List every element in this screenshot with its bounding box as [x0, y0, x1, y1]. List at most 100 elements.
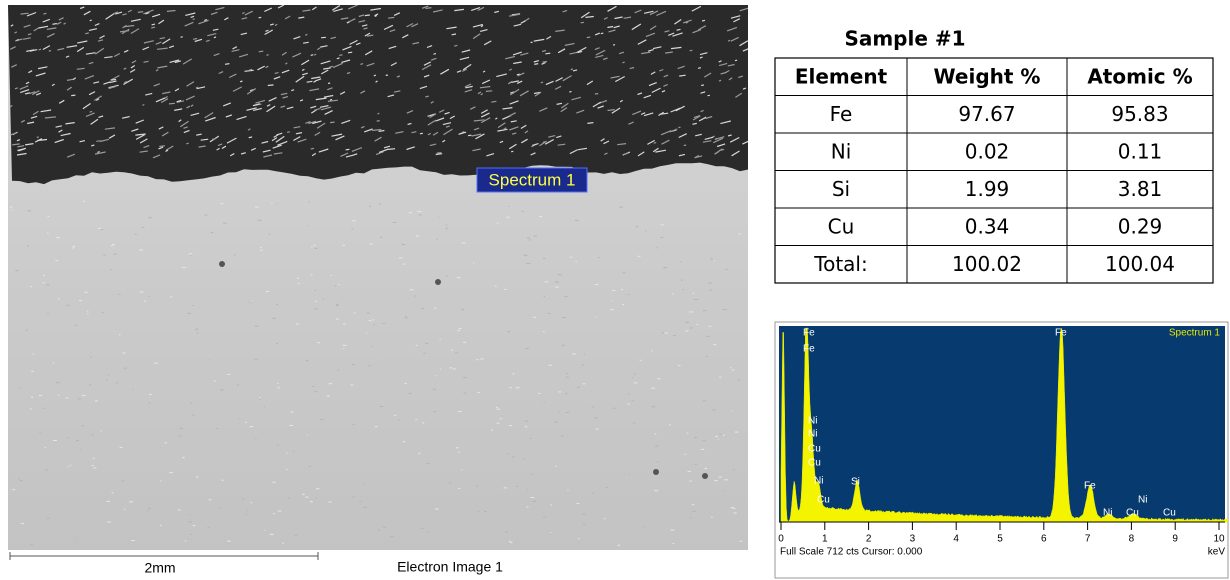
texture [628, 394, 629, 395]
texture [688, 471, 691, 472]
texture [352, 496, 354, 497]
peak-label: Cu [1126, 508, 1139, 519]
texture [662, 332, 665, 333]
texture [570, 257, 572, 258]
texture [298, 283, 300, 284]
texture [446, 275, 448, 276]
texture [617, 545, 620, 546]
texture [685, 331, 688, 332]
speckle [365, 15, 370, 16]
speckle [541, 82, 543, 83]
speckle [267, 55, 269, 56]
texture [45, 469, 48, 470]
texture [418, 211, 422, 212]
texture [196, 476, 198, 477]
speckle [397, 77, 399, 78]
texture [516, 486, 518, 487]
speckle [311, 55, 314, 56]
texture [534, 236, 537, 237]
texture [352, 220, 356, 221]
particle [219, 261, 225, 267]
texture [310, 501, 313, 502]
texture [577, 387, 580, 388]
texture [539, 216, 542, 217]
texture [525, 426, 528, 427]
image-caption: Electron Image 1 [397, 559, 503, 575]
speckle [328, 83, 330, 84]
peak-label: Ni [814, 476, 823, 487]
texture [30, 286, 32, 287]
texture [45, 447, 46, 448]
texture [90, 357, 91, 358]
texture [144, 301, 146, 302]
speckle [684, 145, 686, 146]
texture [657, 461, 659, 462]
x-tick-label: 9 [1172, 534, 1178, 545]
texture [696, 324, 697, 325]
texture [148, 402, 150, 403]
texture [582, 364, 584, 365]
texture [504, 289, 506, 290]
speckle [71, 95, 75, 96]
texture [532, 501, 536, 502]
texture [211, 232, 213, 233]
texture [458, 488, 460, 489]
texture [89, 385, 91, 386]
texture [440, 339, 441, 340]
peak-label: Cu [808, 458, 821, 469]
texture [403, 441, 405, 442]
texture [80, 449, 81, 450]
texture [277, 445, 279, 446]
texture [453, 369, 456, 370]
speckle [138, 12, 143, 13]
texture [703, 440, 706, 441]
texture [725, 269, 727, 270]
texture [182, 267, 186, 268]
texture [724, 479, 728, 480]
texture [335, 285, 336, 286]
texture [311, 247, 312, 248]
texture [654, 433, 656, 434]
texture [595, 284, 598, 285]
texture [314, 391, 317, 392]
texture [671, 530, 675, 531]
texture [204, 215, 207, 216]
texture [43, 408, 45, 409]
texture [564, 296, 567, 297]
texture [221, 203, 224, 204]
texture [714, 480, 718, 481]
speckle [85, 33, 89, 34]
texture [410, 289, 414, 290]
texture [197, 332, 199, 333]
table-cell: Fe [830, 102, 853, 126]
texture [70, 465, 71, 466]
texture [461, 469, 462, 470]
spectrum-title: Spectrum 1 [1169, 328, 1221, 339]
texture [719, 434, 721, 435]
texture [382, 323, 385, 324]
texture [683, 289, 684, 290]
texture [543, 258, 545, 259]
speckle [249, 137, 252, 138]
texture [258, 220, 262, 221]
x-tick-label: 0 [778, 534, 784, 545]
texture [554, 422, 558, 423]
peak-label: Ni [1103, 508, 1112, 519]
table-header: Atomic % [1087, 64, 1192, 88]
texture [265, 530, 266, 531]
texture [708, 326, 711, 327]
speckle [268, 85, 274, 86]
speckle [437, 153, 442, 154]
table-cell: 100.04 [1105, 252, 1175, 276]
texture [651, 406, 655, 407]
texture [732, 411, 733, 412]
texture [703, 310, 707, 311]
texture [693, 293, 695, 294]
texture [664, 333, 668, 334]
texture [629, 474, 630, 475]
x-tick-label: 3 [910, 534, 916, 545]
peak-label: Ni [808, 429, 817, 440]
speckle [17, 40, 19, 41]
texture [10, 207, 12, 208]
table-header: Element [795, 64, 888, 88]
